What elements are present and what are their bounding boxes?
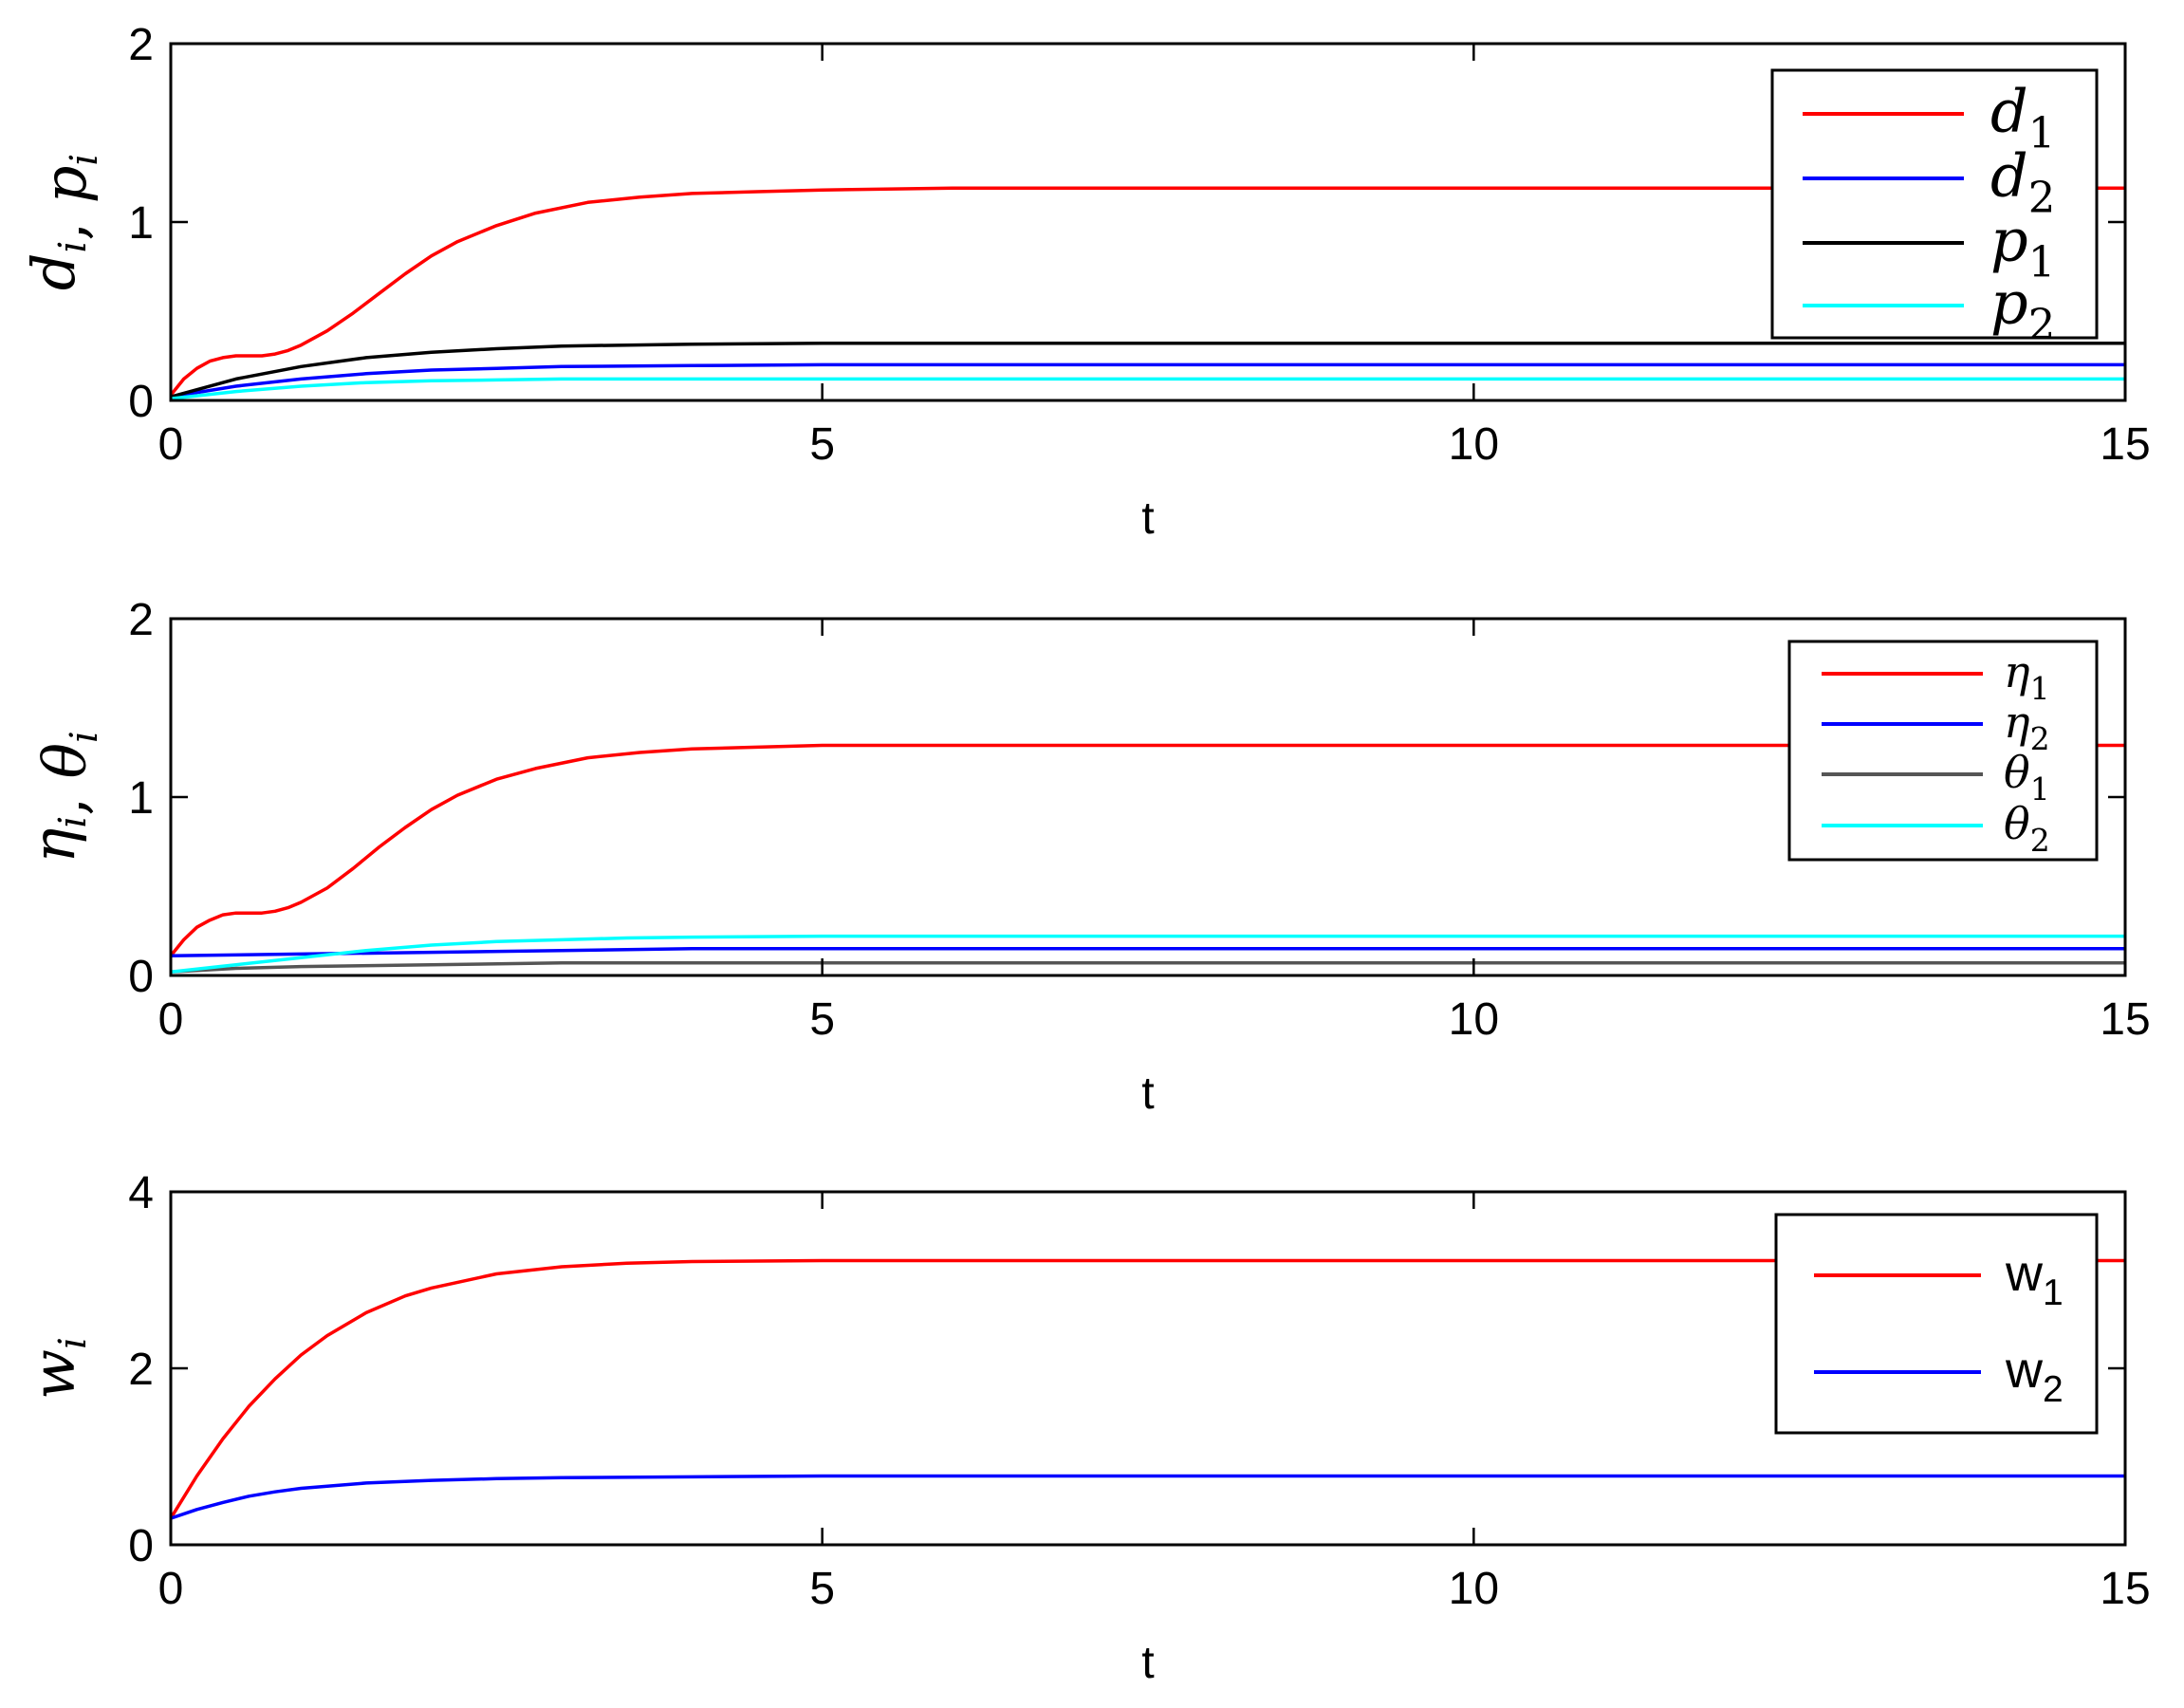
legend-entry: p2 — [1990, 269, 2055, 350]
x-axis-label: t — [1141, 1638, 1154, 1688]
x-tick-label: 5 — [809, 419, 835, 470]
series-line-1-4 — [171, 377, 2125, 400]
y-tick-label: 2 — [128, 1345, 154, 1395]
y-axis-label: wi — [19, 1337, 95, 1400]
legend-entry: θ2 — [2004, 798, 2050, 859]
series-line-2-4 — [171, 934, 2125, 974]
x-tick-label: 10 — [1449, 419, 1499, 470]
legend-entry: θ1 — [2004, 747, 2050, 808]
x-axis-label: t — [1141, 1068, 1154, 1119]
x-tick-label: 10 — [1449, 994, 1499, 1045]
legend-entry: p1 — [1990, 206, 2055, 288]
series-line-3-1 — [171, 1258, 2125, 1520]
series-line-1-1 — [171, 186, 2125, 397]
legend-entry: d1 — [1990, 77, 2055, 158]
series-line-3-2 — [171, 1474, 2125, 1520]
y-tick-label: 2 — [128, 595, 154, 645]
x-tick-label: 15 — [2100, 1564, 2150, 1614]
legend-entry: η1 — [2004, 646, 2050, 707]
series-line-2-1 — [171, 743, 2125, 957]
legend-entry: w2 — [2005, 1342, 2064, 1410]
y-tick-label: 0 — [128, 1521, 154, 1571]
y-tick-label: 4 — [128, 1168, 154, 1218]
series-line-2-2 — [171, 947, 2125, 958]
x-tick-label: 15 — [2100, 994, 2150, 1045]
x-tick-label: 10 — [1449, 1564, 1499, 1614]
y-tick-label: 0 — [128, 377, 154, 427]
y-tick-label: 0 — [128, 952, 154, 1002]
series-line-1-3 — [171, 342, 2125, 399]
legend-box — [1774, 1213, 2099, 1435]
y-axis-label: di, pi — [19, 154, 106, 290]
series-line-1-2 — [171, 362, 2125, 399]
y-tick-label: 1 — [128, 773, 154, 824]
x-tick-label: 5 — [809, 1564, 835, 1614]
x-axis-label: t — [1141, 493, 1154, 544]
y-axis-label: ηi, θi — [19, 731, 106, 863]
legend-entry: w1 — [2005, 1245, 2064, 1313]
x-tick-label: 15 — [2100, 419, 2150, 470]
y-tick-label: 1 — [128, 198, 154, 249]
x-tick-label: 0 — [158, 1564, 184, 1614]
y-tick-label: 2 — [128, 20, 154, 70]
x-tick-label: 5 — [809, 994, 835, 1045]
legend-box — [1787, 640, 2099, 862]
x-tick-label: 0 — [158, 994, 184, 1045]
series-line-2-3 — [171, 961, 2125, 974]
legend-entry: η2 — [2004, 696, 2050, 757]
x-tick-label: 0 — [158, 419, 184, 470]
legend-entry: d2 — [1990, 141, 2055, 223]
